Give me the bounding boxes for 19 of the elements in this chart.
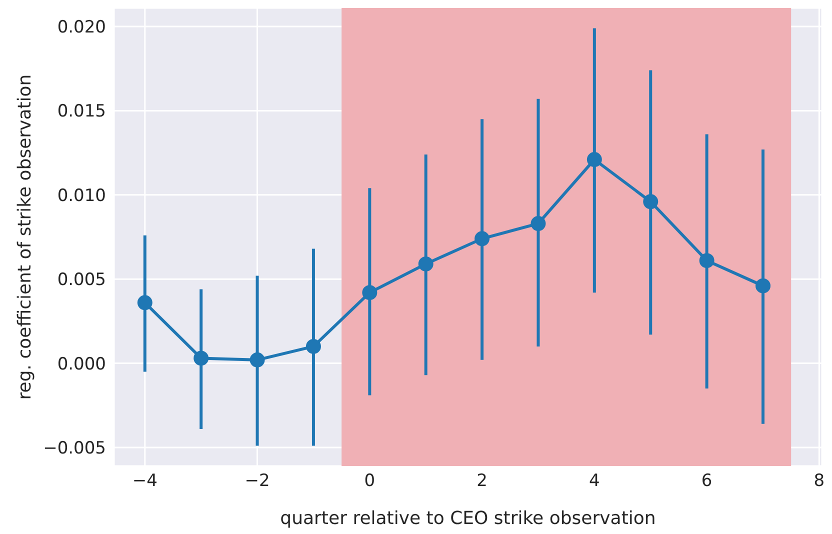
y-tick-label: −0.005	[43, 438, 106, 459]
y-tick-label: 0.015	[57, 102, 106, 122]
x-tick-label: 6	[701, 471, 712, 492]
x-tick-label: 0	[364, 471, 376, 492]
y-tick-label: 0.005	[57, 270, 106, 290]
point	[306, 338, 321, 354]
x-tick-label: −4	[132, 471, 158, 492]
y-tick-label: 0.020	[57, 18, 106, 38]
point	[250, 352, 265, 368]
x-tick-label: −2	[244, 471, 270, 492]
x-tick-label: 2	[476, 471, 488, 492]
y-tick-label: 0.000	[57, 354, 106, 374]
x-tick-label: 4	[589, 471, 600, 492]
x-tick-label: 8	[814, 471, 825, 492]
x-axis-title: quarter relative to CEO strike observation	[280, 508, 656, 529]
y-axis-title: reg. coefficient of strike observation	[14, 74, 36, 400]
point	[194, 350, 209, 366]
point	[137, 295, 152, 310]
y-tick-label: 0.010	[57, 186, 106, 206]
